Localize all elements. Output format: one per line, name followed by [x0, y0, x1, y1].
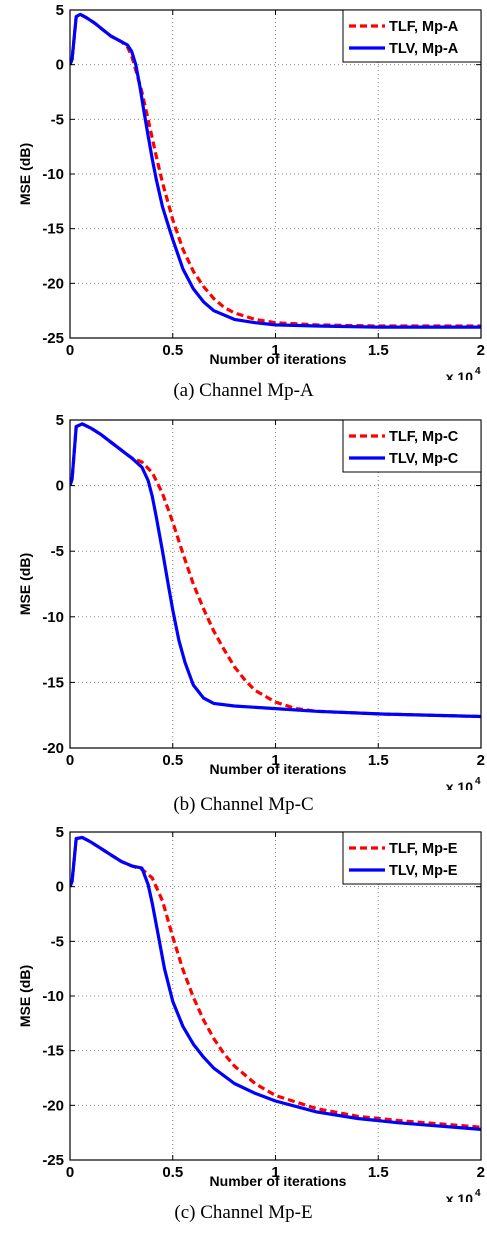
y-tick-label: -20 [42, 740, 64, 757]
legend-label: TLF, Mp-E [389, 841, 458, 857]
y-tick-label: -10 [42, 166, 64, 183]
x-tick-label: 1.5 [368, 342, 389, 359]
x-multiplier-label: x 10 [446, 779, 473, 790]
y-tick-label: -5 [51, 543, 64, 560]
legend-label: TLF, Mp-C [389, 429, 459, 445]
y-tick-label: -5 [51, 933, 64, 950]
y-tick-label: -10 [42, 988, 64, 1005]
chart-panel-b: 0 0.5 1 1.5 2 5 0 -5 -10 -15 -20 Number of iteratio… [0, 410, 487, 820]
tlv-series-line [70, 12, 481, 329]
x-tick-label: 1 [271, 342, 279, 359]
x-multiplier-exponent: 4 [475, 776, 481, 787]
y-tick-label: -10 [42, 609, 64, 626]
chart-a: 0 0.5 1 1.5 2 5 0 -5 -10 -15 -20 -25 Number of itera… [17, 2, 485, 380]
x-tick-label: 1 [271, 752, 279, 769]
legend-label: TLF, Mp-A [389, 19, 459, 35]
x-tick-label: 1 [271, 1164, 279, 1181]
x-tick-label: 0.5 [162, 342, 183, 359]
x-tick-label: 2 [477, 1164, 485, 1181]
legend-label: TLV, Mp-C [389, 451, 459, 467]
y-tick-label: 5 [56, 2, 64, 19]
caption-a: (a) Channel Mp-A [173, 380, 314, 401]
x-axis-label: Number of iterations [210, 1173, 347, 1189]
y-axis-label: MSE (dB) [17, 143, 33, 205]
x-multiplier-label: x 10 [446, 1191, 473, 1202]
x-multiplier-exponent: 4 [475, 366, 481, 377]
y-tick-label: 5 [56, 824, 64, 841]
x-tick-label: 1.5 [368, 1164, 389, 1181]
x-tick-label: 0 [66, 342, 74, 359]
y-axis-label: MSE (dB) [17, 965, 33, 1027]
x-tick-label: 0.5 [162, 752, 183, 769]
x-axis-label: Number of iterations [210, 761, 347, 777]
caption-c: (c) Channel Mp-E [174, 1202, 313, 1223]
legend: TLF, Mp-C TLV, Mp-C [342, 419, 482, 473]
x-tick-label: 0 [66, 1164, 74, 1181]
tlv-series-line [70, 422, 481, 719]
y-tick-label: -15 [42, 1043, 64, 1060]
x-multiplier-exponent: 4 [475, 1188, 481, 1199]
legend-label: TLV, Mp-A [389, 41, 459, 57]
chart-panel-c: 0 0.5 1 1.5 2 5 0 -5 -10 -15 -20 -25 Number of itera… [0, 822, 487, 1232]
y-tick-label: -25 [42, 330, 64, 347]
legend-label: TLV, Mp-E [389, 863, 458, 879]
y-tick-label: 5 [56, 412, 64, 429]
y-tick-label: -20 [42, 275, 64, 292]
x-tick-label: 2 [477, 342, 485, 359]
x-tick-label: 2 [477, 752, 485, 769]
y-tick-label: -15 [42, 674, 64, 691]
x-tick-label: 1.5 [368, 752, 389, 769]
legend: TLF, Mp-E TLV, Mp-E [342, 831, 482, 885]
y-tick-label: 0 [56, 478, 64, 495]
caption-b: (b) Channel Mp-C [173, 794, 314, 815]
y-tick-label: 0 [56, 879, 64, 896]
y-tick-label: -25 [42, 1152, 64, 1169]
y-tick-label: -15 [42, 221, 64, 238]
legend-box [342, 9, 482, 63]
x-axis-label: Number of iterations [210, 351, 347, 367]
x-tick-label: 0 [66, 752, 74, 769]
y-axis-label: MSE (dB) [17, 553, 33, 615]
y-tick-label: -5 [51, 111, 64, 128]
x-multiplier-label: x 10 [446, 369, 473, 380]
x-tick-label: 0.5 [162, 1164, 183, 1181]
legend-box [342, 831, 482, 885]
legend: TLF, Mp-A TLV, Mp-A [342, 9, 482, 63]
legend-box [342, 419, 482, 473]
chart-panel-a: 0 0.5 1 1.5 2 5 0 -5 -10 -15 -20 -25 Number of itera… [0, 0, 487, 410]
tlv-series-line [70, 835, 481, 1131]
chart-c: 0 0.5 1 1.5 2 5 0 -5 -10 -15 -20 -25 Number of itera… [17, 824, 485, 1202]
y-tick-label: 0 [56, 57, 64, 74]
chart-b: 0 0.5 1 1.5 2 5 0 -5 -10 -15 -20 Number of iteratio… [17, 412, 485, 790]
y-tick-label: -20 [42, 1097, 64, 1114]
